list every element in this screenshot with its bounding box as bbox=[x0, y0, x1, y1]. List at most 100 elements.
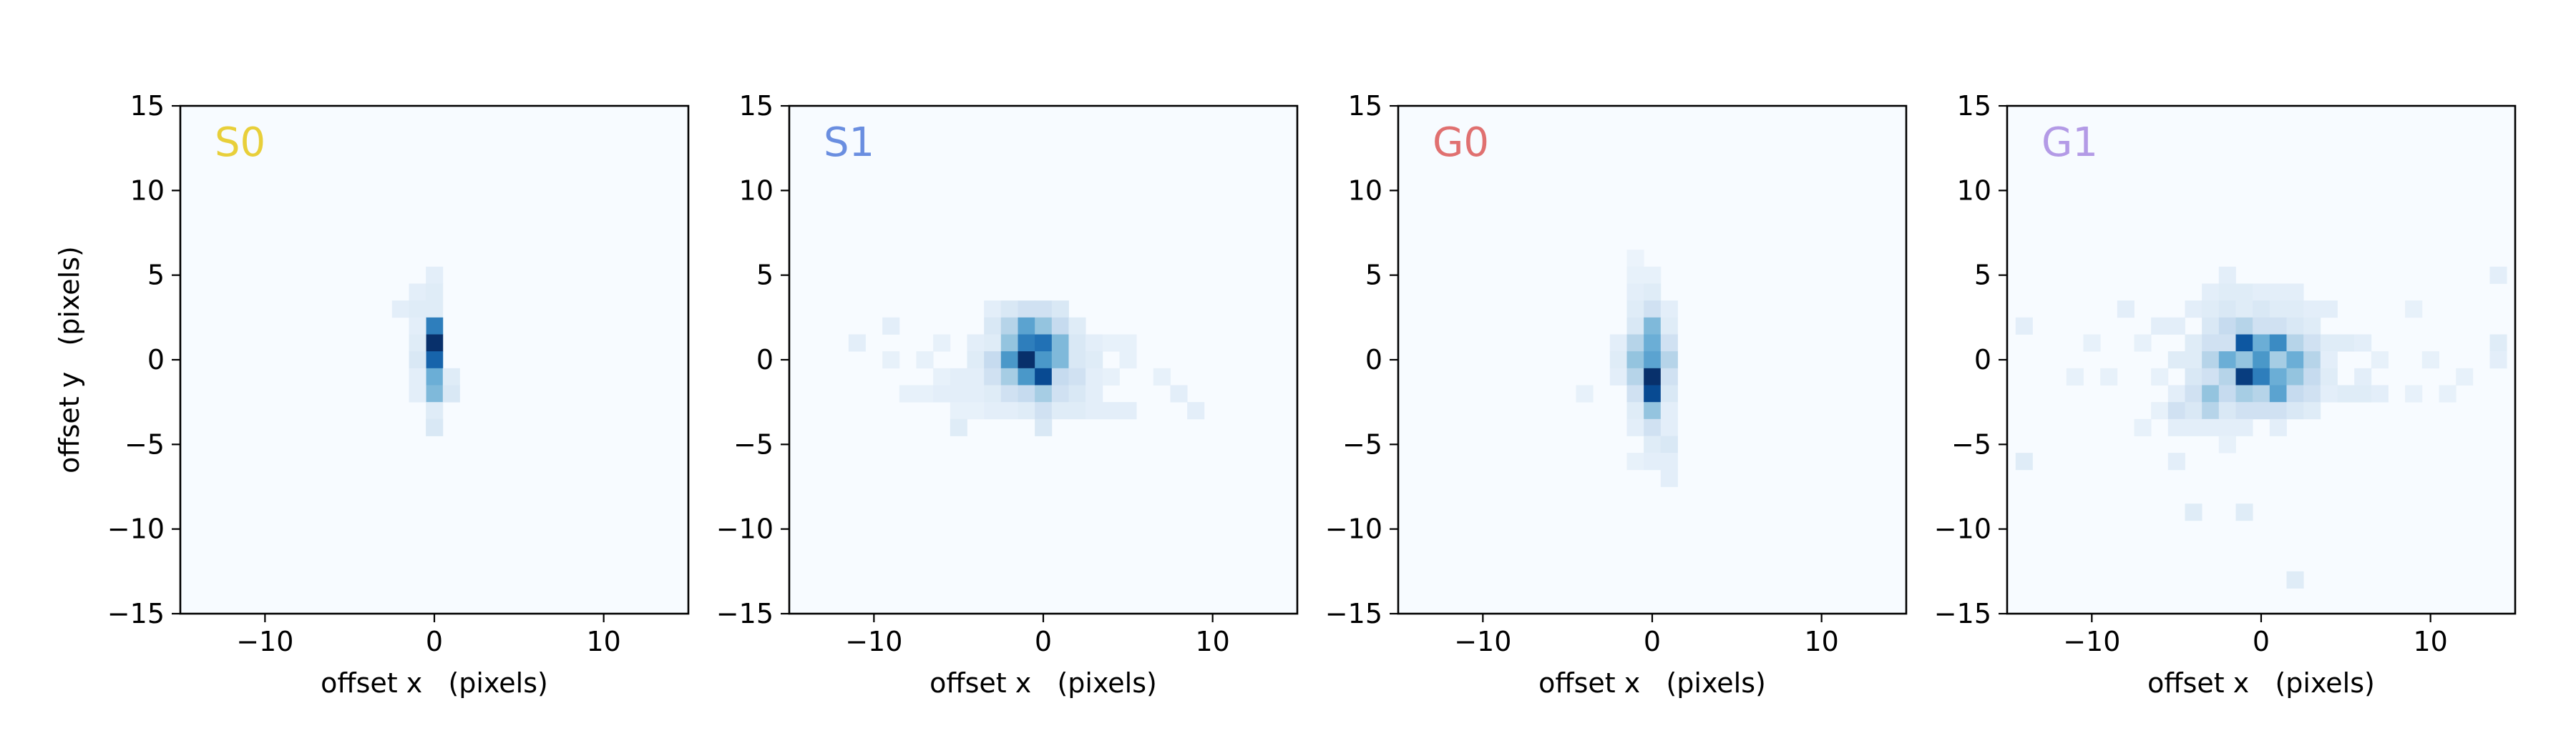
heatmap-cell bbox=[426, 402, 444, 420]
heatmap-cell bbox=[899, 385, 917, 403]
heatmap-cell bbox=[1660, 453, 1678, 471]
heatmap-cell bbox=[2489, 334, 2507, 352]
heatmap-cell bbox=[2320, 368, 2338, 386]
y-axis-label: offset y (pixels) bbox=[54, 246, 85, 473]
heatmap-cell bbox=[2185, 402, 2202, 420]
heatmap-cell bbox=[2202, 418, 2220, 436]
heatmap-cell bbox=[2286, 351, 2304, 369]
heatmap-cell bbox=[442, 385, 460, 403]
heatmap-cell bbox=[409, 385, 426, 403]
heatmap-cell bbox=[442, 368, 460, 386]
heatmap-cell bbox=[1660, 300, 1678, 318]
heatmap-cell bbox=[2185, 418, 2202, 436]
heatmap-cell bbox=[1626, 402, 1644, 420]
heatmap-cell bbox=[984, 402, 1002, 420]
heatmap-cell bbox=[1626, 300, 1644, 318]
heatmap-cell bbox=[1018, 351, 1035, 369]
heatmap-cell bbox=[2185, 351, 2202, 369]
heatmap-cell bbox=[2303, 300, 2321, 318]
x-axis-label: offset x (pixels) bbox=[2147, 667, 2375, 699]
heatmap-cell bbox=[1018, 385, 1035, 403]
heatmap-cell bbox=[1626, 317, 1644, 335]
heatmap-cell bbox=[2269, 317, 2287, 335]
y-tick-label: 5 bbox=[147, 260, 165, 291]
heatmap-cell bbox=[2218, 418, 2236, 436]
heatmap-cell bbox=[2303, 317, 2321, 335]
heatmap-panel-s0: −10 0 10 −15 −10 −5 0 5 10 15 offset x (pixels) off… bbox=[54, 90, 690, 699]
y-tick-label: 15 bbox=[130, 90, 165, 122]
y-tick-label: 10 bbox=[130, 175, 165, 206]
heatmap-cell bbox=[2253, 368, 2270, 386]
y-tick-label: 10 bbox=[739, 175, 774, 206]
heatmap-cell bbox=[984, 368, 1002, 386]
heatmap-cell bbox=[409, 317, 426, 335]
heatmap-cell bbox=[2303, 368, 2321, 386]
y-tick-label: −10 bbox=[716, 514, 774, 545]
heatmap-cell bbox=[1644, 351, 1662, 369]
heatmap-cell bbox=[1085, 368, 1103, 386]
heatmap-cell bbox=[2337, 385, 2355, 403]
heatmap-cell bbox=[984, 351, 1002, 369]
heatmap-cell bbox=[2354, 368, 2372, 386]
y-tick-label: −10 bbox=[1934, 514, 1991, 545]
heatmap-cell bbox=[1576, 385, 1594, 403]
heatmap-cell bbox=[1609, 351, 1627, 369]
heatmap-cell bbox=[1187, 402, 1205, 420]
y-tick-label: 5 bbox=[1365, 260, 1382, 291]
heatmap-cell bbox=[984, 334, 1002, 352]
heatmap-cell bbox=[2269, 283, 2287, 301]
heatmap-cell bbox=[1644, 385, 1662, 403]
heatmap-cell bbox=[2167, 418, 2185, 436]
heatmap-cell bbox=[426, 300, 444, 318]
heatmap-cell bbox=[1644, 453, 1662, 471]
heatmap-cell bbox=[950, 368, 967, 386]
heatmap-cell bbox=[2185, 300, 2202, 318]
heatmap-cell bbox=[1035, 368, 1053, 386]
heatmap-cell bbox=[1000, 368, 1018, 386]
heatmap-cell bbox=[1051, 385, 1069, 403]
heatmap-cell bbox=[2405, 385, 2423, 403]
heatmap-cell bbox=[2303, 402, 2321, 420]
heatmap-cell bbox=[1644, 334, 1662, 352]
heatmap-cell bbox=[2253, 317, 2270, 335]
heatmap-cell bbox=[409, 334, 426, 352]
heatmap-cell bbox=[933, 385, 951, 403]
heatmap-cell bbox=[2286, 283, 2304, 301]
y-tick-label: −5 bbox=[1342, 428, 1382, 460]
heatmap-cell bbox=[1051, 300, 1069, 318]
heatmap-cell bbox=[2269, 300, 2287, 318]
heatmap-cell bbox=[2286, 402, 2304, 420]
heatmap-cell bbox=[2083, 334, 2101, 352]
heatmap-cell bbox=[1626, 266, 1644, 284]
heatmap-cell bbox=[2269, 351, 2287, 369]
heatmap-cell bbox=[1660, 351, 1678, 369]
y-tick-label: 10 bbox=[1348, 175, 1382, 206]
heatmap-cell bbox=[1660, 334, 1678, 352]
x-tick-label: 10 bbox=[2413, 626, 2447, 657]
heatmap-cell bbox=[1626, 453, 1644, 471]
heatmap-cell bbox=[967, 351, 985, 369]
heatmap-cell bbox=[2286, 317, 2304, 335]
panel-label: G0 bbox=[1433, 119, 1489, 166]
heatmap-cell bbox=[967, 402, 985, 420]
heatmap-cell bbox=[391, 300, 409, 318]
heatmap-cell bbox=[426, 368, 444, 386]
heatmap-cell bbox=[2015, 453, 2033, 471]
heatmap-cell bbox=[2202, 402, 2220, 420]
heatmap-cell bbox=[1644, 266, 1662, 284]
heatmap-cell bbox=[1000, 351, 1018, 369]
heatmap-cell bbox=[2218, 385, 2236, 403]
x-axis-label: offset x (pixels) bbox=[1538, 667, 1766, 699]
heatmap-panel-g0: −10 0 10 −15 −10 −5 0 5 10 15 offset x (pixels) G0 bbox=[1325, 90, 1908, 699]
heatmap-cell bbox=[1035, 385, 1053, 403]
heatmap-cell bbox=[409, 300, 426, 318]
heatmap-cell bbox=[1018, 300, 1035, 318]
heatmap-panel-s1: −10 0 10 −15 −10 −5 0 5 10 15 offset x (pixels) S1 bbox=[716, 90, 1299, 699]
x-tick-label: 0 bbox=[2253, 626, 2270, 657]
heatmap-cell bbox=[1102, 402, 1120, 420]
heatmap-cell bbox=[1644, 300, 1662, 318]
heatmap-cell bbox=[2185, 334, 2202, 352]
heatmap-cell bbox=[1626, 368, 1644, 386]
heatmap-cell bbox=[1644, 436, 1662, 453]
